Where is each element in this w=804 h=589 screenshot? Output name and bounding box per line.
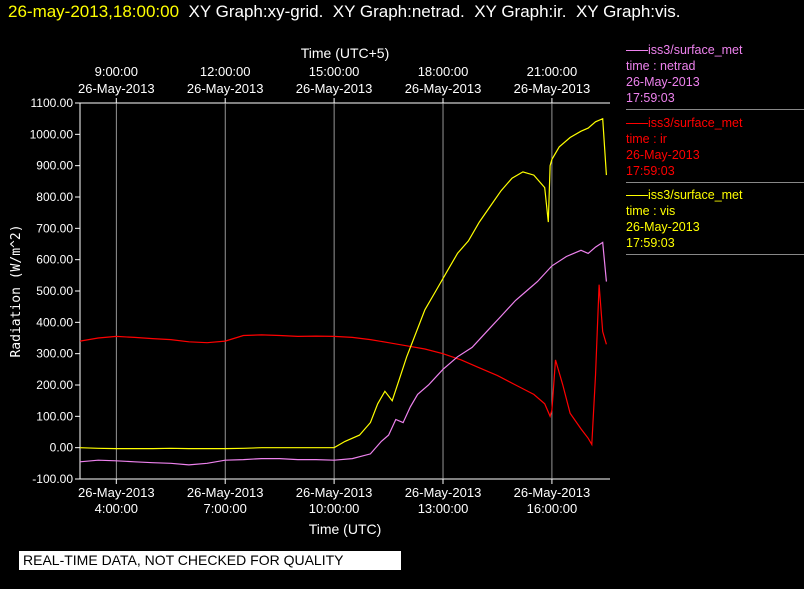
top-tick-label-time: 15:00:00 <box>309 64 360 79</box>
legend-divider <box>626 182 804 183</box>
legend-variable: time : vis <box>626 204 676 218</box>
legend-time: 17:59:03 <box>626 236 675 250</box>
header-graph-netrad: XY Graph:netrad. <box>332 2 465 21</box>
y-tick-label: 1100.00 <box>31 96 74 110</box>
x-tick-label-time: 4:00:00 <box>95 501 138 516</box>
y-tick-label: -100.00 <box>32 472 73 486</box>
y-tick-label: 800.00 <box>36 190 73 204</box>
top-tick-label-time: 21:00:00 <box>527 64 578 79</box>
legend-source: iss3/surface_met <box>648 188 743 202</box>
top-tick-label-time: 9:00:00 <box>95 64 138 79</box>
x-tick-label-time: 13:00:00 <box>418 501 469 516</box>
x-tick-label-date: 26-May-2013 <box>187 485 264 500</box>
legend-entry-ir: iss3/surface_met time : ir 26-May-2013 1… <box>626 115 804 183</box>
header: 26-may-2013,18:00:00 XY Graph:xy-grid. X… <box>8 2 681 22</box>
top-tick-label-date: 26-May-2013 <box>405 81 482 96</box>
legend-date: 26-May-2013 <box>626 148 700 162</box>
legend-date: 26-May-2013 <box>626 75 700 89</box>
y-tick-label: 900.00 <box>36 159 73 173</box>
legend-date: 26-May-2013 <box>626 220 700 234</box>
top-tick-label-date: 26-May-2013 <box>78 81 155 96</box>
legend-swatch <box>626 195 648 197</box>
legend-source: iss3/surface_met <box>648 116 743 130</box>
legend-variable: time : ir <box>626 132 667 146</box>
top-tick-label-date: 26-May-2013 <box>187 81 264 96</box>
series-line <box>79 241 607 466</box>
x-tick-label-time: 7:00:00 <box>204 501 247 516</box>
y-tick-label: 600.00 <box>36 253 73 267</box>
legend-entry-vis: iss3/surface_met time : vis 26-May-2013 … <box>626 187 804 255</box>
legend-time: 17:59:03 <box>626 91 675 105</box>
top-axis-title: Time (UTC+5) <box>301 45 390 61</box>
legend-divider <box>626 254 804 255</box>
y-tick-label: 700.00 <box>36 221 73 235</box>
series-line <box>79 284 607 447</box>
header-graph-vis: XY Graph:vis. <box>575 2 681 21</box>
y-tick-label: 300.00 <box>36 347 73 361</box>
legend-entry-netrad: iss3/surface_met time : netrad 26-May-20… <box>626 42 804 110</box>
header-timestamp: 26-may-2013,18:00:00 <box>8 2 180 21</box>
header-graph-xy-grid: XY Graph:xy-grid. <box>188 2 324 21</box>
y-tick-label: 100.00 <box>36 409 73 423</box>
x-tick-label-date: 26-May-2013 <box>405 485 482 500</box>
x-tick-label-date: 26-May-2013 <box>78 485 155 500</box>
x-tick-label-time: 16:00:00 <box>527 501 578 516</box>
quality-banner: REAL-TIME DATA, NOT CHECKED FOR QUALITY <box>19 551 401 570</box>
legend-variable: time : netrad <box>626 59 696 73</box>
x-tick-label-date: 26-May-2013 <box>296 485 373 500</box>
y-tick-label: 400.00 <box>36 315 73 329</box>
legend-source: iss3/surface_met <box>648 43 743 57</box>
y-tick-label: 0.00 <box>50 441 74 455</box>
header-graph-ir: XY Graph:ir. <box>474 2 567 21</box>
top-tick-label-time: 12:00:00 <box>200 64 251 79</box>
y-tick-label: 200.00 <box>36 378 73 392</box>
y-tick-label: 500.00 <box>36 284 73 298</box>
series-line <box>79 117 607 450</box>
legend-divider <box>626 109 804 110</box>
x-tick-label-date: 26-May-2013 <box>514 485 591 500</box>
x-axis-title: Time (UTC) <box>309 521 382 537</box>
x-tick-label-time: 10:00:00 <box>309 501 360 516</box>
y-axis-title: Radiation (W/m^2) <box>9 224 24 357</box>
top-tick-label-date: 26-May-2013 <box>296 81 373 96</box>
y-tick-label: 1000.00 <box>30 127 74 141</box>
top-tick-label-date: 26-May-2013 <box>514 81 591 96</box>
legend-time: 17:59:03 <box>626 164 675 178</box>
top-tick-label-time: 18:00:00 <box>418 64 469 79</box>
legend-swatch <box>626 123 648 125</box>
legend-swatch <box>626 50 648 52</box>
